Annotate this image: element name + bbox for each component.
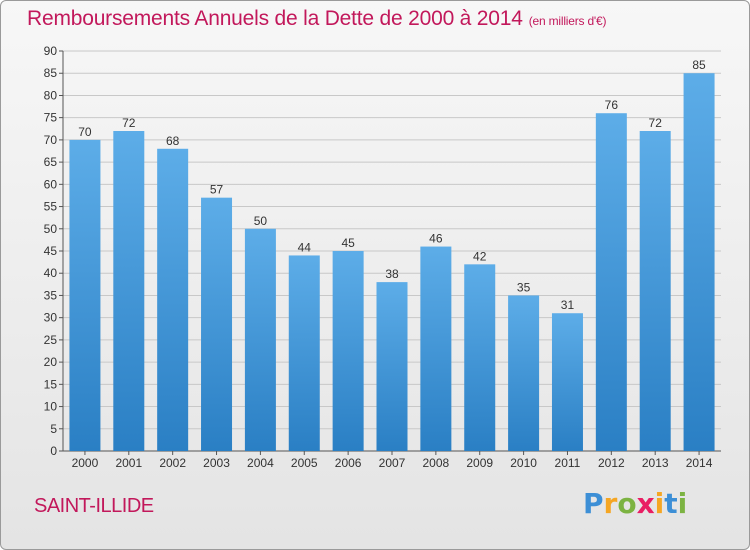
value-label: 45 [341,236,355,250]
bars [69,73,715,451]
logo-letter: x [636,487,655,520]
y-tick-label: 30 [44,311,58,325]
bar [376,282,408,451]
value-label: 70 [78,125,92,139]
y-tick-label: 5 [50,422,57,436]
value-label: 35 [517,280,531,294]
chart-title-text: Remboursements Annuels de la Dette de 20… [27,7,523,30]
chart-unit: (en milliers d'€) [528,14,607,28]
value-label: 42 [473,249,487,263]
bar [69,139,101,451]
y-tick-label: 70 [44,133,58,147]
value-label: 31 [561,298,575,312]
y-tick-label: 40 [44,266,58,280]
bar [244,228,276,451]
value-label: 50 [254,214,268,228]
bar [508,295,540,451]
bar [113,131,145,451]
y-tick-label: 10 [44,400,58,414]
bar [639,131,671,451]
commune-name: SAINT-ILLIDE [34,495,154,517]
x-tick-label: 2008 [423,456,450,470]
bar [157,148,189,451]
value-label: 57 [210,183,224,197]
value-label: 72 [122,116,136,130]
bar [201,197,233,451]
x-tick-label: 2006 [335,456,362,470]
value-label: 46 [429,232,443,246]
value-label: 44 [298,240,312,254]
value-label: 68 [166,134,180,148]
labels: 70 2000 72 2001 68 2002 57 2003 50 2004 44 2005 45 20… [72,58,713,470]
value-label: 72 [649,116,663,130]
y-tick-label: 85 [44,66,58,80]
y-tick-label: 35 [44,288,58,302]
bar [420,246,452,451]
logo-letter: i [677,487,688,520]
logo-letter: r [603,487,618,520]
x-tick-label: 2010 [510,456,537,470]
value-label: 38 [385,267,399,281]
y-tick-label: 80 [44,88,58,102]
y-tick-label: 65 [44,155,58,169]
logo-letter: t [664,487,678,520]
x-tick-label: 2002 [159,456,186,470]
x-tick-label: 2005 [291,456,318,470]
y-tick-label: 45 [44,244,58,258]
x-tick-label: 2013 [642,456,669,470]
bar [595,113,627,451]
x-tick-label: 2001 [115,456,142,470]
y-tick-label: 0 [50,444,57,458]
y-tick-label: 25 [44,333,58,347]
logo-letter: o [617,487,637,520]
x-tick-label: 2004 [247,456,274,470]
x-tick-label: 2014 [686,456,713,470]
logo-letter: i [654,487,665,520]
value-label: 85 [692,58,706,72]
value-label: 76 [605,98,619,112]
x-tick-label: 2000 [72,456,99,470]
bar [332,251,364,451]
x-tick-label: 2007 [379,456,406,470]
y-tick-label: 20 [44,355,58,369]
chart-title: Remboursements Annuels de la Dette de 20… [27,7,606,31]
bar [551,313,583,451]
bar [288,255,320,451]
y-tick-label: 60 [44,177,58,191]
proxiti-logo: Proxiti [583,487,687,520]
y-tick-label: 50 [44,222,58,236]
logo-letter: P [583,487,604,520]
bar [464,264,496,451]
y-tick-label: 55 [44,200,58,214]
y-tick-label: 15 [44,377,58,391]
x-tick-label: 2009 [466,456,493,470]
x-tick-label: 2011 [555,456,581,470]
x-tick-label: 2012 [598,456,625,470]
x-tick-label: 2003 [203,456,230,470]
y-tick-label: 90 [44,44,58,58]
bar [683,73,715,451]
y-tick-label: 75 [44,111,58,125]
